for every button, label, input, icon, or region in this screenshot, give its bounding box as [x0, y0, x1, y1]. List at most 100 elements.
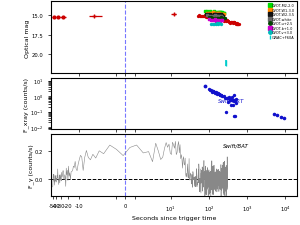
Point	[225, 20, 230, 23]
Point	[217, 22, 222, 26]
Point	[217, 11, 222, 14]
Point	[206, 12, 211, 16]
Point	[234, 22, 239, 26]
Point	[217, 17, 222, 20]
Point	[216, 11, 221, 14]
Point	[221, 95, 226, 98]
Point	[207, 16, 212, 20]
Point	[213, 17, 218, 20]
Point	[209, 17, 214, 21]
Point	[202, 16, 207, 19]
Point	[203, 10, 208, 14]
Point	[233, 115, 238, 118]
Point	[213, 13, 218, 17]
Point	[200, 15, 205, 18]
Point	[205, 15, 210, 18]
Point	[214, 12, 218, 16]
Point	[212, 13, 216, 17]
Point	[209, 12, 214, 16]
Point	[213, 16, 218, 19]
Point	[216, 23, 221, 27]
Point	[223, 17, 227, 20]
Point	[218, 14, 222, 18]
Point	[218, 94, 223, 98]
Point	[228, 21, 233, 24]
Point	[217, 12, 222, 16]
Text: Swift/XRT: Swift/XRT	[218, 98, 245, 103]
Point	[209, 16, 214, 20]
Point	[210, 14, 215, 17]
Point	[205, 16, 209, 20]
Point	[229, 98, 233, 101]
Point	[272, 112, 276, 116]
Point	[210, 17, 215, 21]
Point	[222, 17, 226, 21]
Point	[198, 15, 203, 18]
Point	[214, 13, 218, 17]
Point	[214, 17, 219, 20]
Point	[236, 23, 241, 26]
Point	[207, 16, 212, 20]
Point	[210, 17, 214, 20]
Point	[214, 22, 219, 26]
Point	[214, 12, 219, 16]
Point	[218, 94, 223, 97]
Point	[210, 16, 214, 19]
Point	[203, 15, 208, 18]
Point	[232, 99, 237, 103]
Point	[204, 16, 208, 20]
Point	[207, 13, 212, 17]
Point	[220, 19, 225, 23]
Point	[234, 22, 239, 26]
Point	[220, 16, 225, 20]
Point	[220, 19, 225, 22]
Point	[215, 18, 220, 21]
Point	[216, 17, 220, 21]
Point	[212, 17, 217, 21]
Point	[217, 94, 222, 97]
Point	[221, 12, 226, 15]
Point	[221, 13, 226, 16]
Point	[233, 101, 238, 105]
Point	[220, 11, 225, 15]
Point	[211, 16, 216, 20]
Point	[212, 18, 217, 22]
Point	[210, 11, 215, 15]
Point	[223, 96, 228, 100]
Point	[220, 13, 225, 17]
Point	[220, 17, 224, 20]
Point	[214, 12, 218, 16]
Point	[220, 17, 225, 20]
Point	[228, 22, 232, 25]
Point	[213, 13, 218, 16]
Point	[236, 23, 240, 26]
Point	[211, 90, 216, 94]
Point	[213, 91, 218, 95]
Point	[230, 96, 235, 100]
Point	[212, 18, 216, 22]
Point	[220, 14, 225, 18]
Point	[219, 13, 224, 17]
Point	[226, 97, 231, 101]
Point	[216, 12, 221, 16]
Point	[221, 20, 226, 23]
Point	[206, 16, 211, 20]
Point	[208, 88, 212, 92]
Point	[230, 21, 234, 25]
Point	[216, 92, 220, 96]
Point	[217, 13, 221, 17]
Point	[217, 17, 221, 20]
Point	[229, 21, 234, 25]
Point	[224, 97, 229, 100]
Point	[209, 91, 214, 94]
Point	[208, 15, 213, 19]
Point	[220, 94, 225, 98]
Point	[207, 15, 212, 18]
Y-axis label: F_xray (counts/s): F_xray (counts/s)	[23, 77, 29, 131]
Point	[227, 96, 232, 99]
Point	[206, 13, 211, 16]
Point	[195, 15, 200, 19]
Point	[207, 16, 212, 20]
Point	[232, 22, 237, 26]
Point	[227, 99, 232, 102]
